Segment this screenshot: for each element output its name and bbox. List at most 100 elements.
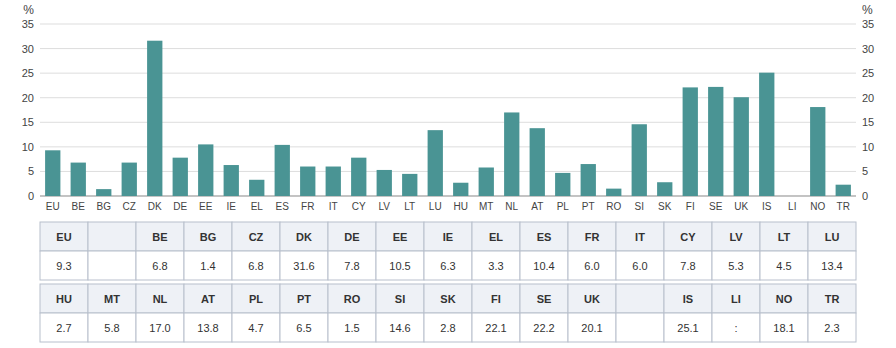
y2-tick-label: 15 [862, 116, 874, 128]
table-header-cell [376, 222, 424, 251]
x-tick-label: PL [557, 201, 570, 212]
y2-tick-label: 0 [862, 190, 868, 202]
table-cell-text: 7.8 [680, 260, 695, 272]
table-cell-text: 9.3 [56, 260, 71, 272]
table-header-text: PL [249, 293, 263, 305]
table-header-cell [760, 284, 808, 313]
table-cell [712, 251, 760, 280]
x-tick-label: BE [72, 201, 86, 212]
table-cell [40, 251, 88, 280]
table-header-cell [760, 222, 808, 251]
table-cell [88, 313, 136, 342]
table-cell-text: 10.5 [389, 260, 410, 272]
table-header-cell [136, 222, 184, 251]
table-header-text: ES [537, 231, 552, 243]
x-tick-label: CY [352, 201, 366, 212]
table-header-text: SK [440, 293, 455, 305]
table-cell-text: 1.5 [344, 322, 359, 334]
table-cell-text: 22.1 [485, 322, 506, 334]
y2-tick-label: 20 [862, 92, 874, 104]
table-header-cell [712, 222, 760, 251]
x-tick-label: FI [686, 201, 695, 212]
table-header-text: DK [296, 231, 312, 243]
y-tick-label: 30 [22, 43, 34, 55]
table-header-cell [184, 222, 232, 251]
table-header-cell [88, 222, 136, 251]
table-header-cell [88, 284, 136, 313]
x-tick-label: EE [199, 201, 213, 212]
table-header-text: FI [491, 293, 501, 305]
table-header-cell [184, 284, 232, 313]
table-cell [712, 313, 760, 342]
x-tick-label: RO [606, 201, 621, 212]
table-header-cell [568, 222, 616, 251]
table-cell-text: 4.7 [248, 322, 263, 334]
x-tick-label: FR [301, 201, 314, 212]
table-header-text: IS [683, 293, 693, 305]
x-tick-label: EU [46, 201, 60, 212]
y-tick-label: 25 [22, 67, 34, 79]
bar [581, 164, 596, 196]
table-header-cell [424, 222, 472, 251]
x-tick-label: DK [148, 201, 162, 212]
table-cell-text: 6.5 [296, 322, 311, 334]
table-header-text: UK [584, 293, 600, 305]
bar [734, 97, 749, 196]
x-tick-label: LI [788, 201, 796, 212]
table-header-text: PT [297, 293, 311, 305]
table-header-cell [808, 222, 856, 251]
table-cell-text: 5.8 [104, 322, 119, 334]
table-cell [40, 313, 88, 342]
bar [555, 173, 570, 196]
table-header-text: NL [153, 293, 168, 305]
bar [810, 107, 825, 196]
axes: 0510152025303505101520253035%%EUBEBGCZDK… [22, 3, 875, 212]
bar [224, 165, 239, 196]
table-cell [136, 251, 184, 280]
table-header-cell [472, 222, 520, 251]
table-cell-text: 2.7 [56, 322, 71, 334]
table-cell [376, 313, 424, 342]
chart-root: 0510152025303505101520253035%%EUBEBGCZDK… [0, 0, 896, 348]
table-header-text: RO [344, 293, 361, 305]
table-cell [472, 313, 520, 342]
table-cell [232, 251, 280, 280]
table-header-text: TR [825, 293, 840, 305]
bar [122, 163, 137, 196]
x-tick-label: IE [227, 201, 237, 212]
y-tick-label: 5 [28, 165, 34, 177]
table-cell [760, 251, 808, 280]
table-header-cell [808, 284, 856, 313]
table: EU9.3BE6.8BG1.4CZ6.8DK31.6DE7.8EE10.5IE6… [40, 222, 856, 280]
bar [71, 163, 86, 196]
y-tick-label: 0 [28, 190, 34, 202]
x-tick-label: BG [97, 201, 112, 212]
bar [326, 167, 341, 196]
table-header-text: EL [489, 231, 503, 243]
table-cell [184, 251, 232, 280]
table-header-cell [280, 284, 328, 313]
table-header-cell [568, 284, 616, 313]
table-cell [424, 251, 472, 280]
x-tick-label: CZ [123, 201, 136, 212]
x-tick-label: HU [454, 201, 468, 212]
table-header-cell [136, 284, 184, 313]
x-tick-label: UK [734, 201, 748, 212]
bar [249, 180, 264, 196]
table-header-text: IT [635, 231, 645, 243]
table-header-cell [328, 222, 376, 251]
table-cell-text: 18.1 [773, 322, 794, 334]
bar [504, 112, 519, 196]
table-cell [568, 251, 616, 280]
table-cell-text: 7.8 [344, 260, 359, 272]
bar [377, 170, 392, 196]
table-cell [280, 251, 328, 280]
x-tick-label: SE [709, 201, 723, 212]
table-header-text: SI [395, 293, 405, 305]
table-header-text: BG [200, 231, 217, 243]
bar [708, 87, 723, 196]
table-header-cell [712, 284, 760, 313]
bar [759, 73, 774, 196]
bar [683, 87, 698, 196]
table-header-text: LU [825, 231, 840, 243]
